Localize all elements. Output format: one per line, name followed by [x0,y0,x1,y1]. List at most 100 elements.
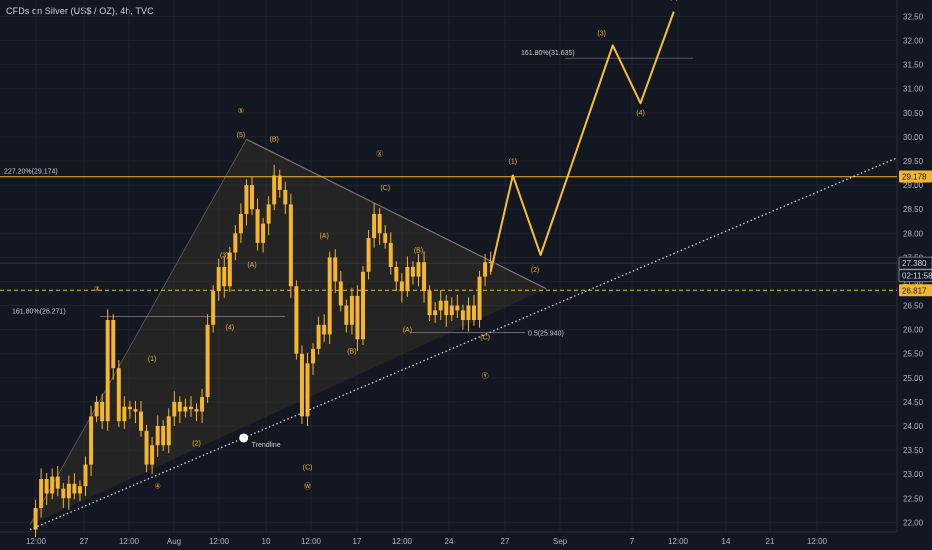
candle-body [216,267,221,292]
candle-body [100,401,105,422]
candle-body [305,363,310,417]
candle-body [383,233,388,243]
y-tick-label: 23.50 [903,446,924,455]
candle-body [477,276,482,320]
candle-body [416,262,421,277]
candle-body [266,204,271,224]
candle-body [211,291,216,325]
candle-body [111,320,116,369]
candle-body [77,486,82,494]
candle-body [399,281,404,292]
wave-label: Ⓧ [376,150,383,158]
x-tick-label: 27 [80,537,89,546]
y-tick-label: 23.00 [903,470,924,479]
x-tick-label: 12:00 [392,537,413,546]
trendline[interactable]: Trendline [29,157,898,531]
trendline-anchor-dot [239,433,249,443]
y-tick-label: 28.00 [903,229,924,238]
y-tick-label: 29.50 [903,157,924,166]
wave-label: (B) [414,248,423,255]
wave-label: (2) [531,267,540,274]
grid [0,0,898,533]
wave-label: (C) [480,334,490,341]
candle-body [122,406,127,422]
fib-levels: 227.20%(29.174) 161.80%(26.271) 0.5(25.940… [0,50,897,338]
price-badge [899,284,932,297]
x-tick-label: Aug [167,537,181,546]
candle-body [433,310,438,316]
price-badge-label: 27.380 [902,259,927,268]
candle-body [444,300,449,316]
y-tick-label: 32.50 [903,12,924,21]
y-tick-label: 24.00 [903,422,924,431]
projection-path [489,11,675,273]
candle-body [250,185,254,210]
candle-body [183,406,188,412]
wave-label: (C) [303,464,313,471]
wedge-upper-edge [246,138,547,290]
wave-label: ④ [155,483,161,491]
x-tick-label: Sep [553,537,568,546]
wave-projection[interactable] [489,11,675,273]
x-tick-label: 12:00 [301,537,322,546]
x-tick-label: 12:00 [119,537,140,546]
candle-body [361,271,365,340]
x-tick-label: 21 [766,537,775,546]
fib-label: 161.80%(26.271) [12,309,66,316]
candle-body [438,300,443,311]
y-tick-label: 22.50 [903,494,924,503]
candle-body [161,426,166,446]
wave-label: (A) [247,262,256,269]
candles [33,164,493,538]
candle-body [322,324,327,335]
candle-body [105,320,110,422]
candle-body [55,476,60,489]
candle-body [50,476,55,494]
candle-body [127,406,132,410]
trendline-line [29,157,898,531]
candle-body [333,257,338,282]
candle-body [344,305,349,325]
candle-body [222,267,227,287]
chart-title: CFDs on Silver (US$ / OZ), 4h, TVC [6,6,154,16]
candle-body [33,507,38,530]
y-tick-label: 31.00 [903,85,924,94]
candle-body [410,267,415,277]
price-badge-label: 29.178 [902,173,927,182]
wave-label: (2) [192,440,201,447]
price-badge-label: 02:11:58 [902,272,932,281]
candle-body [244,185,249,214]
candle-body [72,483,77,494]
y-tick-label: 24.50 [903,398,924,407]
candle-body [89,416,94,465]
wave-label: (5) [237,132,246,139]
y-tick-label: 30.00 [903,133,924,142]
time-axis[interactable]: 12:00 27 12:00 Aug 12:00 10 12:00 17 12:00 24 27 Se… [26,537,828,546]
candle-body [166,416,171,446]
trendline-label: Trendline [252,442,281,449]
candle-body [194,409,199,412]
x-tick-label: 12:00 [807,537,828,546]
candle-body [316,324,321,349]
y-tick-label: 26.00 [903,326,924,335]
candle-body [61,488,66,499]
candle-body [466,305,471,320]
candle-body [238,214,243,234]
price-badge [899,170,932,183]
wave-label: ⑤ [238,107,244,115]
candle-body [372,214,377,239]
candle-body [144,430,149,465]
candle-body [483,262,488,277]
fib-label: 227.20%(29.174) [4,169,58,176]
fib-label: 161.80%(31.635) [521,50,575,57]
candle-body [205,324,210,398]
candle-body [449,305,454,316]
candle-body [338,281,343,306]
wave-label: (5) [670,0,679,2]
wave-label: (A) [403,327,412,334]
candle-body [405,267,410,292]
wave-label: Ⓨ [482,372,489,380]
wave-label: Ⓦ [304,483,311,491]
y-tick-label: 25.00 [903,374,924,383]
